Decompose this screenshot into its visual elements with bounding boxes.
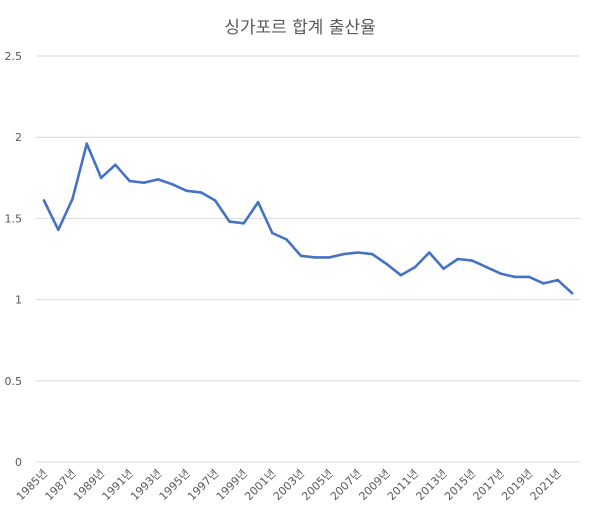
data-point xyxy=(570,291,574,295)
chart-title: 싱가포르 합계 출산율 xyxy=(224,18,376,38)
data-point xyxy=(228,220,231,223)
x-tick-label: 1991년 xyxy=(100,467,136,503)
data-point xyxy=(185,189,189,193)
data-point xyxy=(213,199,217,202)
x-tick-label: 2005년 xyxy=(299,467,335,503)
y-tick-label: 2 xyxy=(15,131,22,144)
x-tick-label: 1987년 xyxy=(43,467,79,503)
x-tick-label: 1997년 xyxy=(185,467,221,503)
data-point xyxy=(99,176,103,180)
x-tick-label: 2011년 xyxy=(385,467,421,503)
x-tick-label: 1995년 xyxy=(157,467,193,503)
data-point xyxy=(556,278,560,282)
data-point xyxy=(271,231,274,235)
data-point xyxy=(413,265,417,269)
data-point xyxy=(442,267,445,271)
x-tick-label: 2003년 xyxy=(271,467,307,503)
series-layer xyxy=(42,142,574,295)
data-point xyxy=(542,282,545,285)
y-tick-label: 0.5 xyxy=(5,375,23,388)
data-point xyxy=(56,228,60,232)
data-point xyxy=(156,178,160,181)
data-point xyxy=(171,182,174,186)
data-point xyxy=(128,179,131,183)
x-axis-ticks: 1985년1987년1989년1991년1993년1995년1997년1999년… xyxy=(14,467,564,503)
x-tick-label: 1999년 xyxy=(214,467,250,503)
data-point xyxy=(385,262,388,266)
grid-lines xyxy=(36,55,580,463)
data-point xyxy=(356,251,360,254)
data-point xyxy=(456,257,460,261)
data-point xyxy=(499,272,502,275)
y-tick-label: 1 xyxy=(15,294,22,307)
x-tick-label: 2007년 xyxy=(328,467,364,503)
data-point xyxy=(328,256,331,259)
x-tick-label: 2013년 xyxy=(414,467,450,503)
series-line xyxy=(42,142,574,295)
data-point xyxy=(313,256,317,259)
x-tick-label: 1993년 xyxy=(128,467,164,503)
x-tick-label: 2015년 xyxy=(442,467,478,503)
y-axis-ticks: 0 0.5 1 1.5 2 2.5 xyxy=(5,50,23,469)
y-tick-label: 0 xyxy=(15,456,22,469)
data-point xyxy=(256,200,260,204)
x-tick-label: 1989년 xyxy=(71,467,107,503)
x-tick-label: 1985년 xyxy=(14,467,50,503)
data-point xyxy=(513,275,517,279)
data-point xyxy=(199,191,203,194)
data-point xyxy=(242,221,246,225)
data-point xyxy=(299,254,303,258)
data-point xyxy=(427,251,431,254)
data-point xyxy=(527,275,531,279)
x-tick-label: 2017년 xyxy=(471,467,507,503)
data-point xyxy=(85,142,89,145)
data-point xyxy=(342,252,345,256)
data-point xyxy=(285,238,288,241)
data-point xyxy=(114,163,117,167)
data-point xyxy=(71,197,74,201)
data-point xyxy=(485,265,488,269)
x-tick-label: 2021년 xyxy=(528,467,564,503)
data-point xyxy=(399,273,403,277)
data-point xyxy=(42,199,46,202)
data-point xyxy=(370,252,374,256)
x-tick-label: 2001년 xyxy=(242,467,278,503)
x-tick-label: 2009년 xyxy=(356,467,392,503)
x-tick-label: 2019년 xyxy=(499,467,535,503)
y-tick-label: 2.5 xyxy=(5,50,23,63)
y-tick-label: 1.5 xyxy=(5,212,23,225)
data-point xyxy=(470,259,474,262)
data-point xyxy=(142,181,146,184)
